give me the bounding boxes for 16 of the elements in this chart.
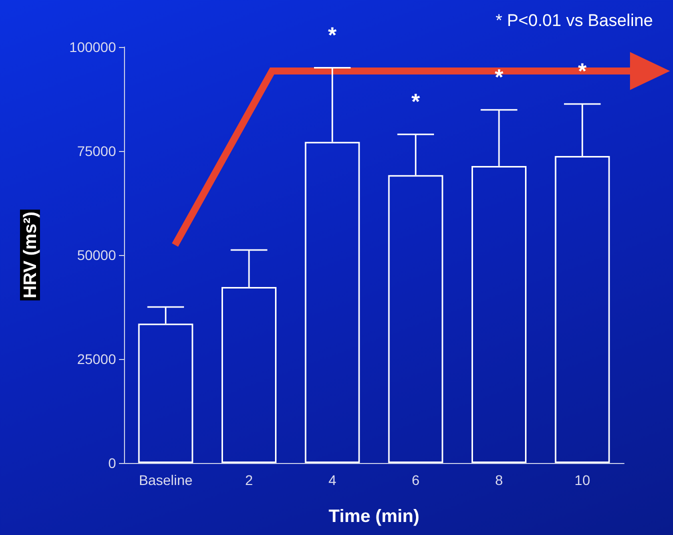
y-axis-title: HRV (ms²)	[20, 212, 40, 298]
y-tick-label: 100000	[69, 39, 116, 55]
annotation: *	[328, 22, 338, 48]
x-axis-title: Time (min)	[328, 506, 420, 526]
x-tick-label: 2	[245, 472, 254, 488]
x-tick-label: 6	[412, 472, 420, 488]
x-tick-label: 10	[574, 472, 590, 488]
text: * P<0.01 vs Baseline	[496, 11, 654, 30]
x-tick-label: 4	[328, 472, 336, 488]
annotation: *	[411, 88, 420, 114]
y-tick-label: 75000	[77, 143, 116, 159]
x-tick-label: 8	[495, 472, 504, 488]
y-tick-label: 50000	[77, 247, 116, 263]
x-tick-label: Baseline	[138, 472, 193, 488]
y-tick-label: 25000	[77, 351, 116, 367]
y-tick-label: 0	[108, 455, 116, 471]
